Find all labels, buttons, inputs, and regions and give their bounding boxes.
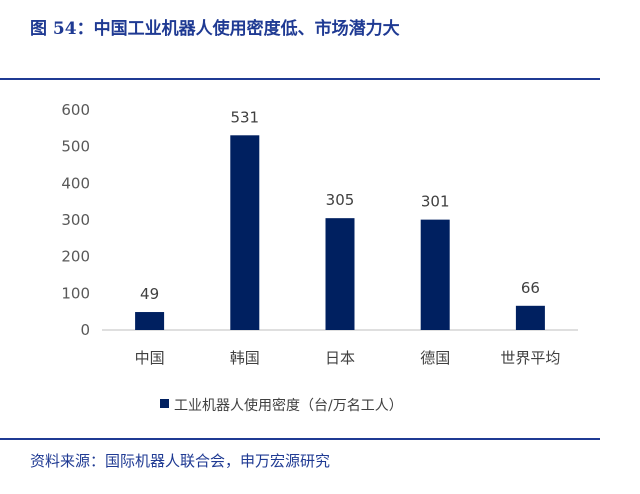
- chart: 0 100 200 300 400 500 600 49 531 305 301 66 中国 韩国 日本…: [61, 101, 578, 414]
- x-tick-label: 中国: [135, 349, 165, 367]
- y-tick-label: 200: [61, 248, 90, 266]
- bar: [515, 305, 545, 330]
- top-divider: [0, 78, 600, 80]
- data-label: 301: [421, 193, 450, 211]
- y-tick-label: 600: [61, 101, 90, 119]
- figure-title: 图 54：中国工业机器人使用密度低、市场潜力大: [30, 19, 400, 39]
- x-tick-label: 日本: [325, 349, 355, 367]
- x-axis-ticks: 中国 韩国 日本 德国 世界平均: [135, 349, 561, 367]
- x-tick-label: 世界平均: [500, 349, 560, 367]
- x-tick-label: 德国: [420, 349, 450, 367]
- y-tick-label: 300: [61, 211, 90, 229]
- data-label: 66: [521, 279, 540, 297]
- bar: [135, 312, 165, 330]
- y-tick-label: 100: [61, 284, 90, 302]
- legend: 工业机器人使用密度（台/万名工人）: [160, 397, 403, 414]
- bar: [325, 218, 355, 330]
- data-labels: 49 531 305 301 66: [140, 108, 540, 303]
- y-tick-label: 400: [61, 174, 90, 192]
- x-tick-label: 韩国: [230, 349, 260, 367]
- y-tick-label: 0: [80, 321, 90, 339]
- bars: [135, 135, 545, 330]
- legend-label: 工业机器人使用密度（台/万名工人）: [174, 397, 403, 414]
- bar: [420, 219, 450, 330]
- y-axis-ticks: 0 100 200 300 400 500 600: [61, 101, 90, 339]
- data-label: 531: [230, 108, 259, 126]
- legend-swatch: [160, 399, 169, 408]
- data-label: 49: [140, 285, 159, 303]
- bottom-divider: [0, 438, 600, 440]
- bar: [230, 135, 260, 330]
- y-tick-label: 500: [61, 138, 90, 156]
- data-label: 305: [326, 191, 355, 209]
- source-note: 资料来源：国际机器人联合会，申万宏源研究: [30, 452, 331, 470]
